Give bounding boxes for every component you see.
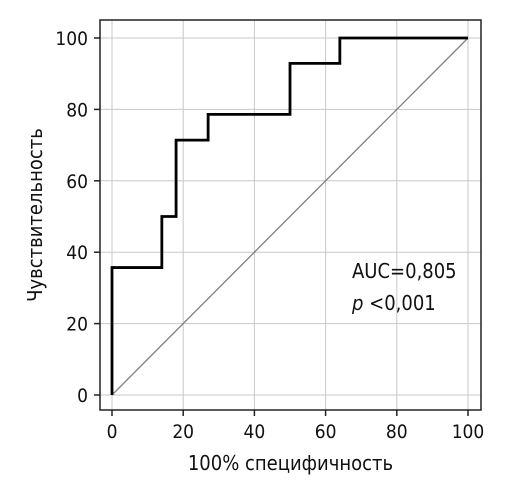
ticks: 0 20 40 60 80 100 0 20 40 60 80 100 (55, 28, 484, 443)
y-tick-label-100: 100 (55, 28, 88, 50)
p-symbol: p (351, 291, 363, 315)
x-tick-label-60: 60 (315, 421, 337, 443)
x-axis-label: 100% специфичность (188, 451, 393, 475)
grid (100, 20, 481, 410)
y-tick-label-0: 0 (77, 385, 88, 407)
x-tick-label-40: 40 (244, 421, 266, 443)
y-tick-label-60: 60 (66, 171, 88, 193)
plot-frame (99, 19, 482, 411)
y-tick-label-20: 20 (66, 314, 88, 336)
p-value-text: <0,001 (363, 291, 435, 315)
y-axis-label: Чувствительность (23, 128, 47, 302)
y-tick-label-40: 40 (66, 242, 88, 264)
x-tick-label-20: 20 (172, 421, 194, 443)
x-tick-label-0: 0 (107, 421, 118, 443)
reference-line (111, 37, 469, 396)
p-value-annotation: p <0,001 (351, 291, 436, 315)
x-tick-label-80: 80 (386, 421, 408, 443)
roc-curve (110, 36, 468, 395)
plot-lines (110, 36, 469, 396)
auc-annotation: AUC=0,805 (352, 259, 457, 283)
x-tick-label-100: 100 (452, 421, 485, 443)
y-tick-label-80: 80 (66, 99, 88, 121)
